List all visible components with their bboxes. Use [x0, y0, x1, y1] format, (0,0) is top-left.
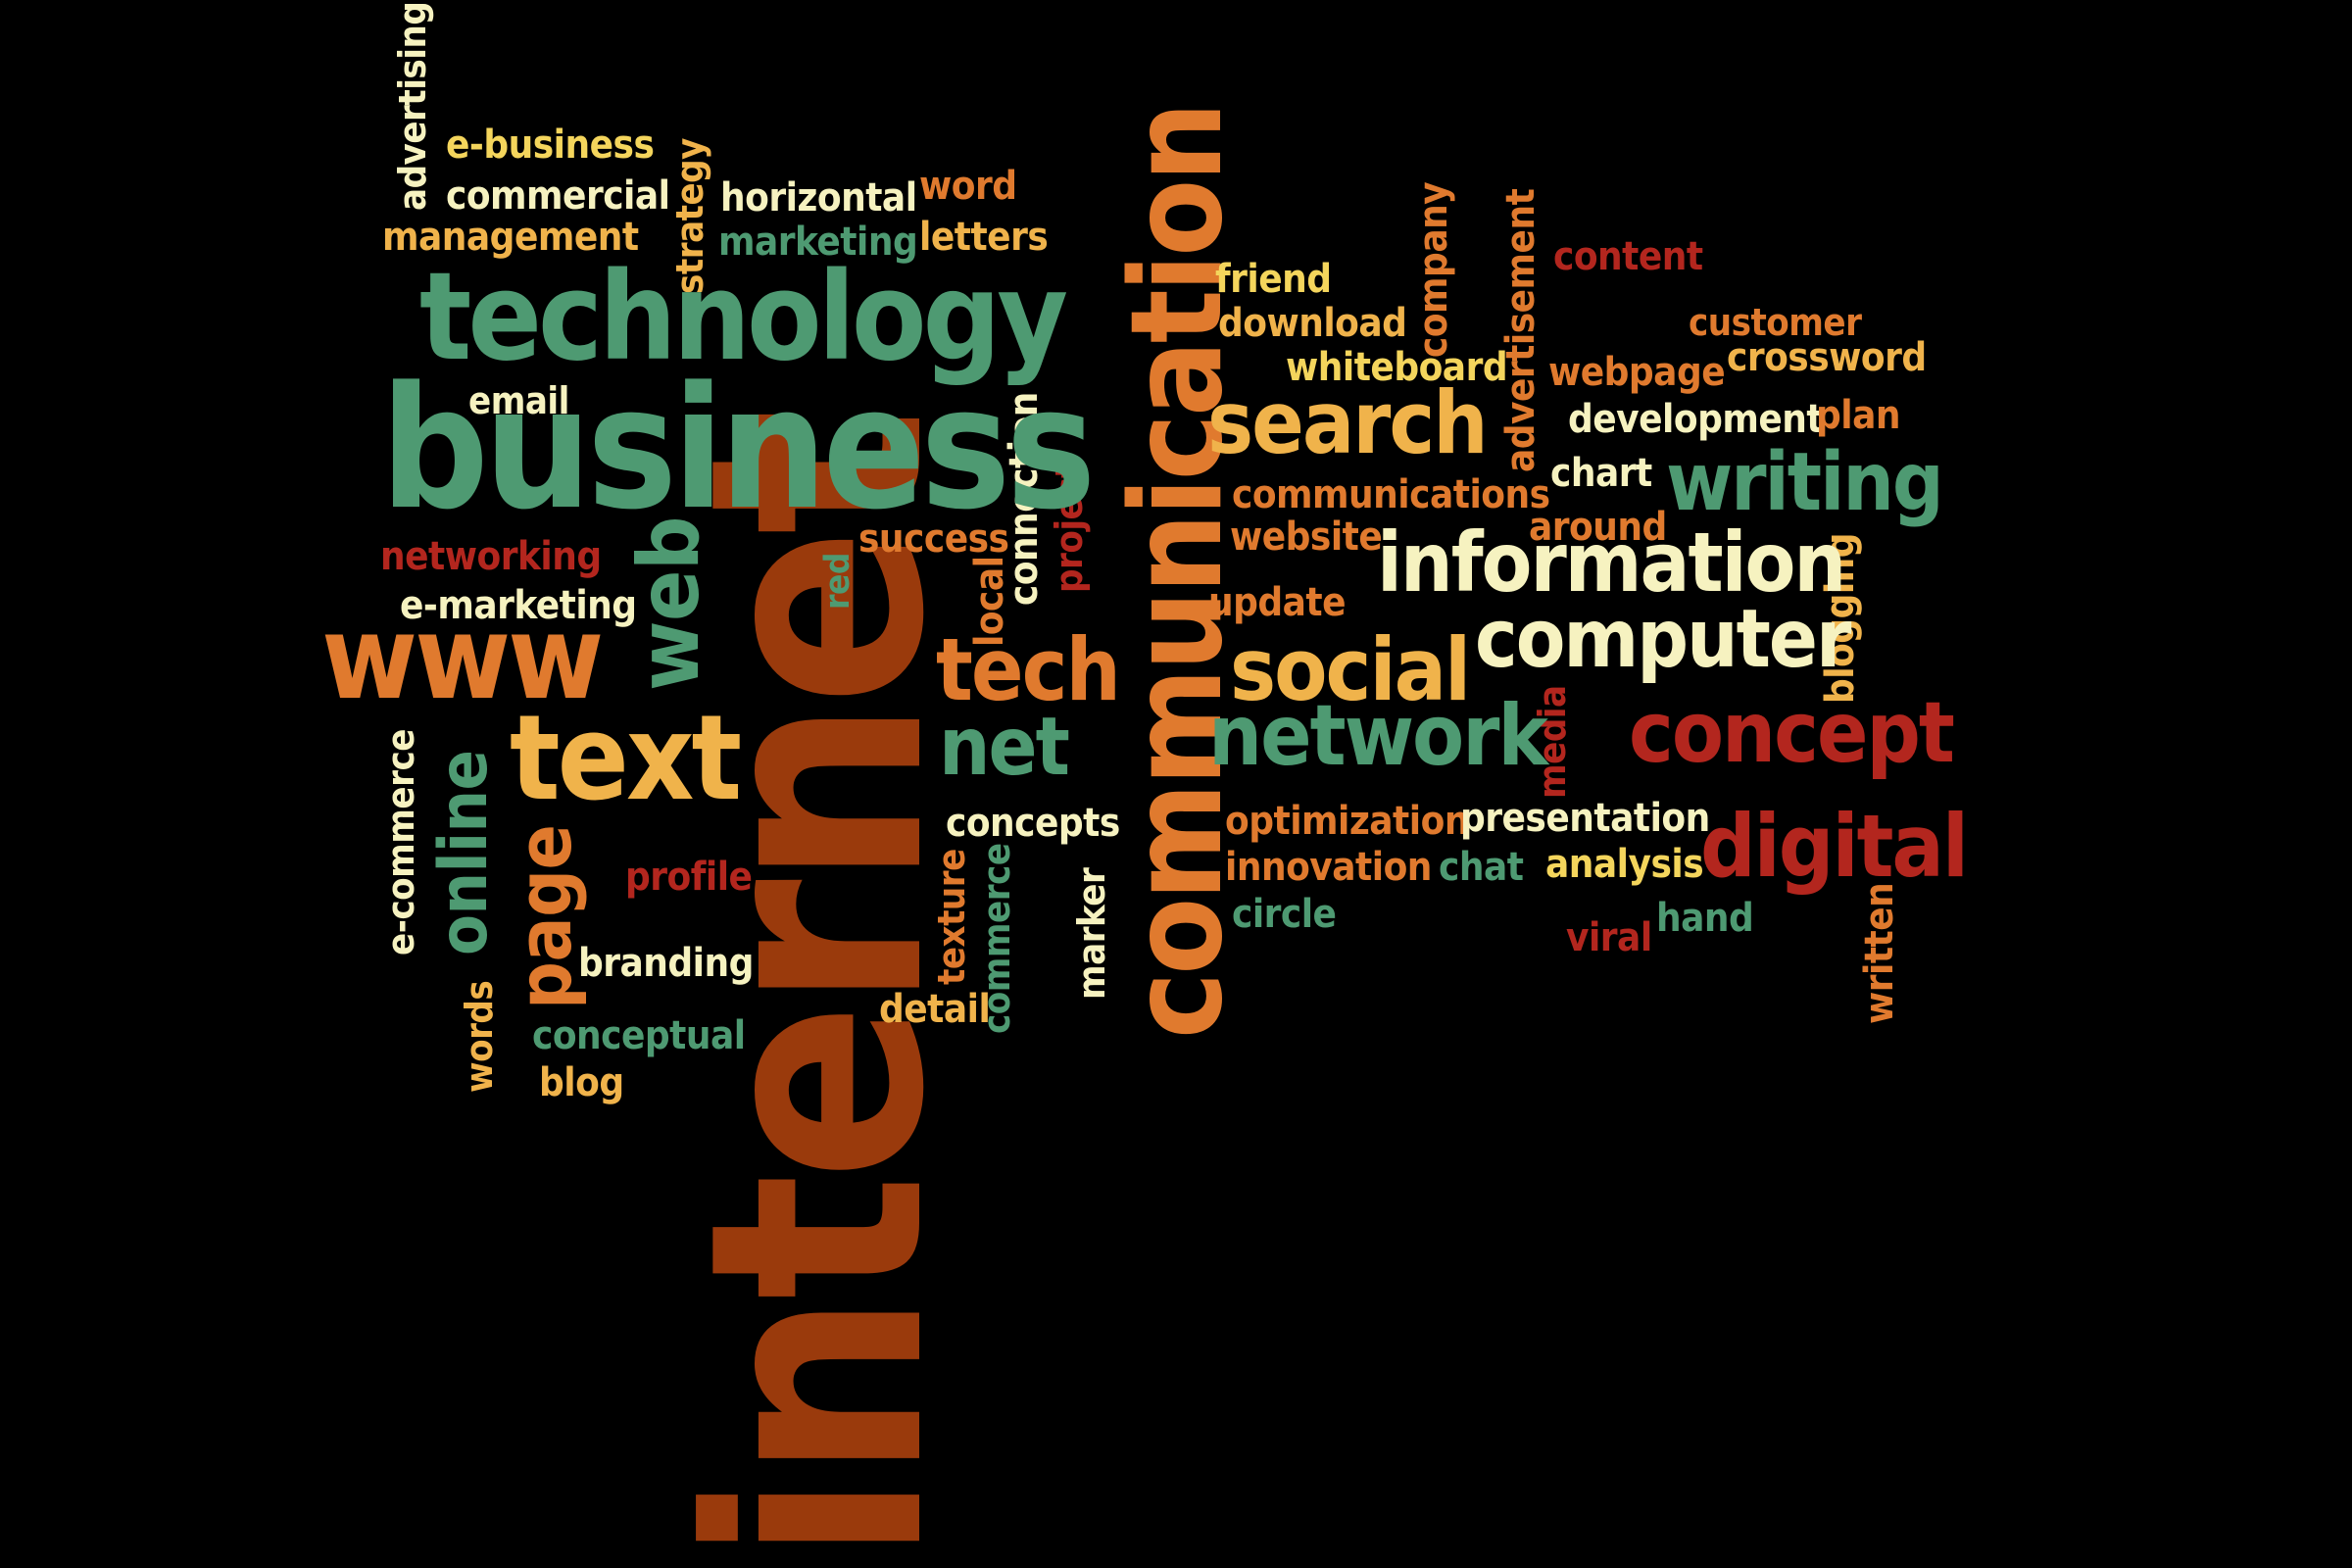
- word-success: success: [858, 516, 1009, 562]
- word-chart: chart: [1550, 451, 1652, 496]
- word-plan: plan: [1816, 393, 1901, 438]
- word-development: development: [1568, 397, 1824, 442]
- word-texture: texture: [930, 849, 973, 985]
- word-marketing: marketing: [718, 220, 918, 265]
- word-commercial: commercial: [446, 173, 670, 219]
- word-website: website: [1230, 514, 1383, 560]
- word-branding: branding: [578, 941, 754, 986]
- word-concepts: concepts: [946, 801, 1120, 846]
- word-written: written: [1857, 882, 1902, 1024]
- word-friend: friend: [1215, 257, 1332, 302]
- word-business: business: [380, 350, 1097, 547]
- word-text: text: [510, 691, 742, 827]
- word-online: online: [425, 750, 503, 956]
- word-e-commerce: e-commerce: [379, 729, 422, 956]
- word-information: information: [1377, 514, 1846, 611]
- word-profile: profile: [625, 855, 753, 900]
- word-concept: concept: [1629, 684, 1955, 782]
- word-e-marketing: e-marketing: [400, 583, 637, 628]
- word-management: management: [382, 215, 639, 260]
- word-update: update: [1208, 580, 1347, 625]
- word-analysis: analysis: [1545, 842, 1704, 887]
- word-conceptual: conceptual: [532, 1013, 746, 1058]
- word-e-business: e-business: [446, 122, 655, 168]
- word-social: social: [1230, 619, 1471, 720]
- word-webpage: webpage: [1548, 350, 1726, 395]
- word-words: words: [458, 980, 501, 1093]
- word-company: company: [1411, 181, 1456, 358]
- word-horizontal: horizontal: [720, 175, 917, 220]
- word-networking: networking: [380, 534, 602, 579]
- word-red: red: [818, 553, 858, 610]
- word-presentation: presentation: [1460, 796, 1710, 841]
- word-customer: customer: [1689, 301, 1862, 344]
- word-viral: viral: [1566, 915, 1652, 960]
- word-net: net: [939, 701, 1070, 794]
- word-page: page: [501, 824, 588, 1009]
- word-writing: writing: [1666, 436, 1944, 529]
- word-digital: digital: [1700, 796, 1969, 897]
- word-chat: chat: [1439, 845, 1524, 890]
- word-communications: communications: [1232, 472, 1550, 517]
- word-hand: hand: [1656, 896, 1754, 941]
- word-tech: tech: [936, 619, 1121, 720]
- word-letters: letters: [919, 215, 1049, 260]
- word-content: content: [1553, 234, 1703, 279]
- word-www: www: [321, 590, 604, 725]
- word-email: email: [468, 379, 569, 422]
- word-circle: circle: [1232, 892, 1337, 937]
- word-network: network: [1208, 687, 1548, 785]
- word-around: around: [1529, 505, 1667, 550]
- word-crossword: crossword: [1727, 335, 1927, 380]
- word-download: download: [1218, 301, 1407, 346]
- word-whiteboard: whiteboard: [1286, 345, 1508, 390]
- word-advertising: advertising: [391, 1, 434, 211]
- word-advertisement: advertisement: [1498, 188, 1544, 472]
- word-optimization: optimization: [1225, 799, 1469, 844]
- word-search: search: [1207, 372, 1489, 473]
- word-communication: communication: [1104, 104, 1250, 1039]
- word-detail: detail: [879, 987, 991, 1032]
- word-computer: computer: [1475, 593, 1851, 686]
- word-technology: technology: [419, 247, 1068, 388]
- word-word: word: [919, 164, 1017, 209]
- word-marker: marker: [1070, 867, 1113, 1000]
- word-innovation: innovation: [1225, 845, 1432, 890]
- word-blog: blog: [539, 1060, 624, 1105]
